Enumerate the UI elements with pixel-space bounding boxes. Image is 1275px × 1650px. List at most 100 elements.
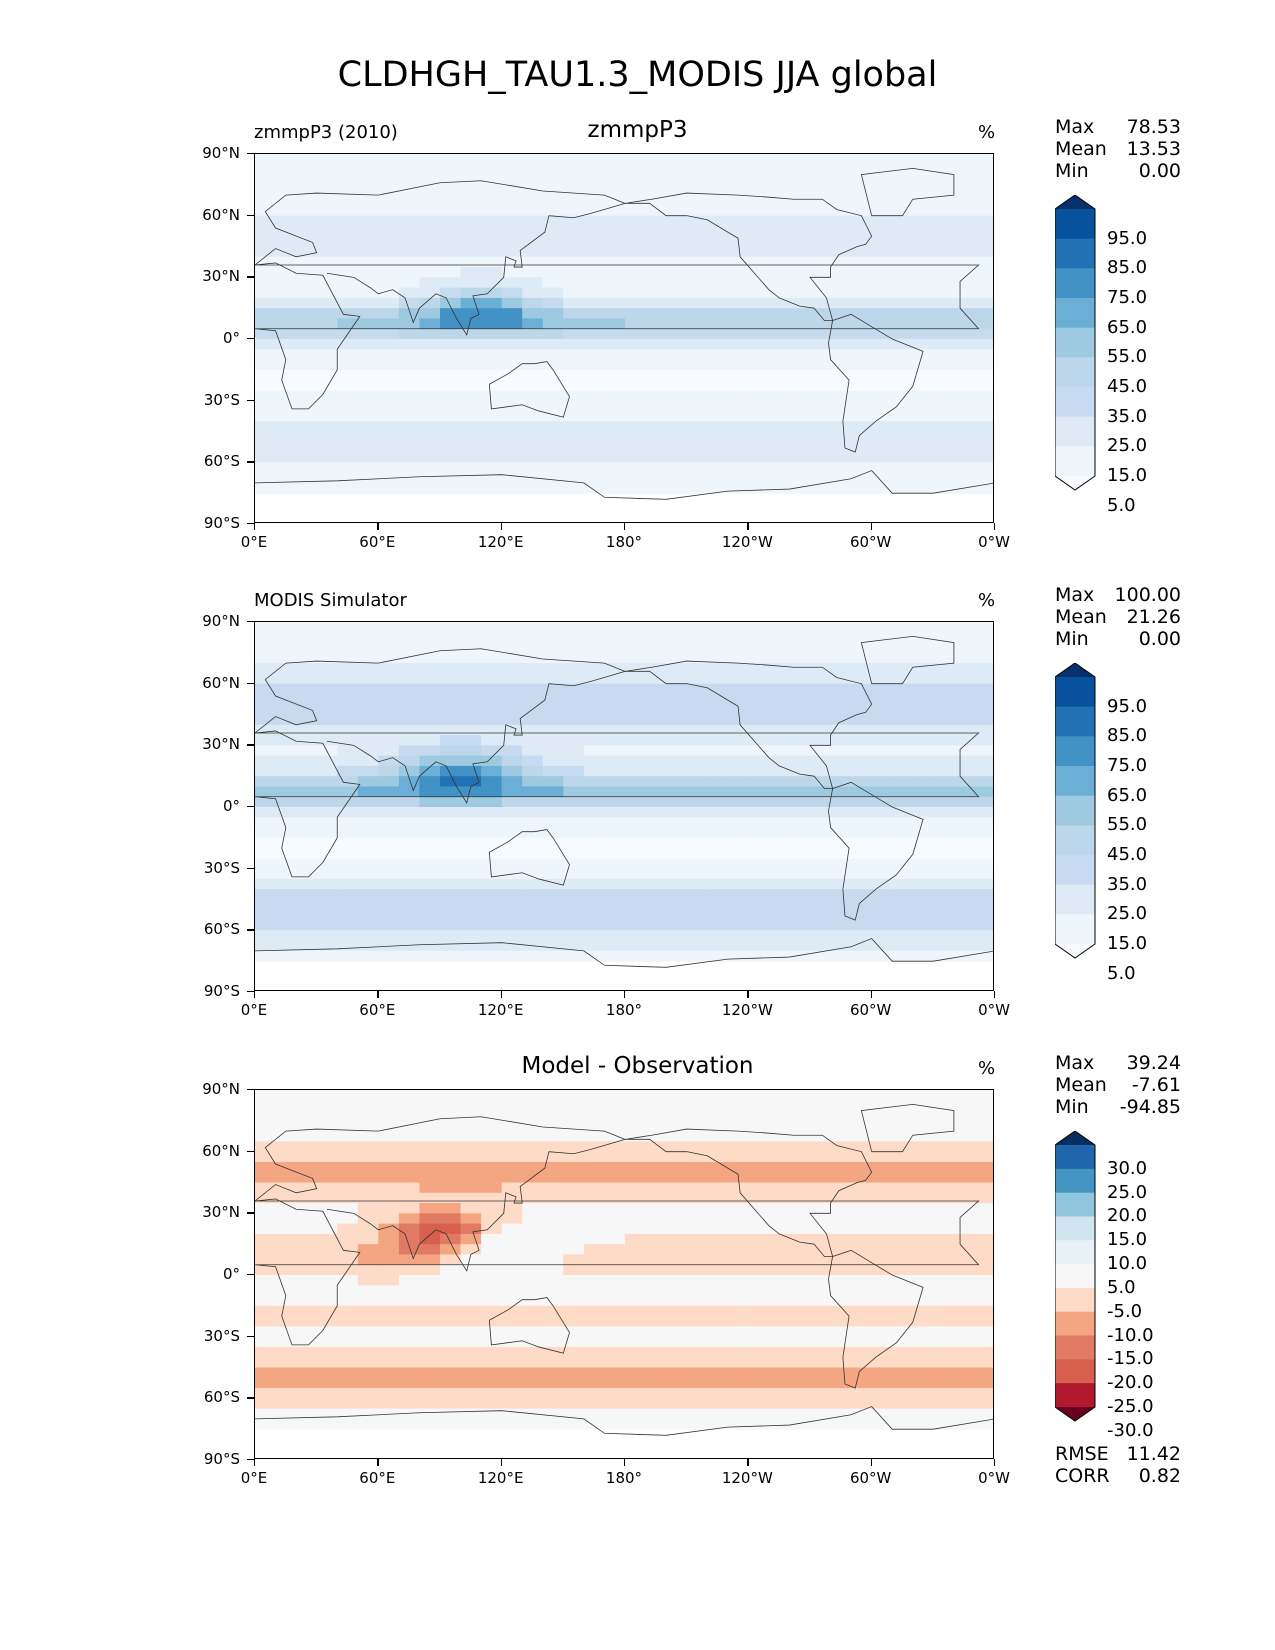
field-cell [460, 277, 482, 289]
field-cell [974, 441, 993, 453]
field-cell [830, 878, 852, 890]
field-cell [275, 1141, 297, 1153]
field-cell [727, 1213, 749, 1225]
field-cell [810, 724, 832, 736]
field-cell [398, 848, 421, 859]
field-cell [316, 1110, 338, 1122]
field-cell [316, 1120, 338, 1132]
field-cell [912, 724, 934, 736]
stat-row: Mean -7.61 [1055, 1074, 1181, 1096]
field-cell [337, 1316, 359, 1327]
field-cell [768, 724, 791, 736]
field-cell [871, 400, 893, 412]
field-cell [851, 663, 873, 674]
y-tick-mark [247, 744, 254, 746]
field-cell [378, 1377, 400, 1389]
field-cell [748, 1264, 770, 1276]
field-cell [727, 1110, 749, 1122]
field-cell [851, 735, 873, 746]
field-cell [563, 632, 585, 644]
field-cell [666, 848, 688, 859]
field-cell [666, 380, 688, 391]
field-cell [707, 673, 729, 685]
field-cell [542, 1172, 564, 1184]
field-cell [563, 807, 585, 818]
field-cell [563, 1316, 585, 1327]
field-cell [810, 1254, 832, 1266]
field-cell [316, 400, 338, 412]
field-cell [768, 1377, 791, 1389]
field-cell [378, 704, 400, 716]
field-cell [625, 1120, 647, 1132]
field-cell [933, 1418, 955, 1430]
field-cell [974, 1141, 993, 1153]
field-cell [296, 184, 318, 196]
field-cell [501, 673, 523, 685]
field-cell [830, 369, 852, 381]
field-cell [460, 765, 482, 777]
field-cell [604, 225, 626, 237]
field-cell [892, 205, 914, 217]
field-cell [789, 267, 811, 278]
field-cell [275, 267, 297, 278]
coastline [860, 635, 955, 685]
field-cell [542, 1141, 564, 1153]
field-cell [481, 704, 503, 716]
field-cell [789, 369, 811, 381]
field-cell [974, 1090, 993, 1101]
field-cell [748, 1182, 770, 1194]
field-cell [768, 827, 791, 839]
field-cell [563, 184, 585, 196]
field-cell [481, 1408, 503, 1420]
field-cell [933, 174, 955, 186]
colorbar-outline [1055, 195, 1096, 491]
field-cell [645, 287, 667, 299]
field-cell [974, 673, 993, 685]
field-cell [953, 622, 976, 633]
field-cell [871, 328, 893, 340]
field-cell [830, 1367, 852, 1379]
colorbar-segment [1055, 706, 1095, 737]
field-cell [316, 950, 338, 962]
field-cell [830, 1090, 852, 1101]
field-cell [583, 1192, 606, 1204]
field-cell [727, 1233, 749, 1245]
field-cell [974, 482, 993, 494]
field-cell [666, 1295, 688, 1307]
field-cell [953, 1100, 976, 1112]
x-tick-label: 60°E [359, 1469, 396, 1487]
field-cell [912, 328, 934, 340]
field-cell [810, 735, 832, 746]
field-cell [275, 837, 297, 849]
field-cell [727, 215, 749, 227]
field-cell [583, 817, 606, 829]
field-cell [933, 848, 955, 859]
stat-value: -7.61 [1131, 1074, 1181, 1096]
field-cell [707, 663, 729, 674]
field-cell [666, 1203, 688, 1214]
stat-label: Mean [1055, 138, 1107, 160]
field-cell [625, 1305, 647, 1317]
field-cell [378, 246, 400, 258]
field-cell [645, 683, 667, 695]
y-tick-label: 90°N [202, 1080, 240, 1098]
field-cell [522, 889, 544, 901]
field-cell [645, 205, 667, 217]
field-cell [892, 776, 914, 788]
field-cell [953, 920, 976, 931]
field-cell [583, 472, 606, 484]
y-tick-mark [247, 682, 254, 685]
field-cell [563, 735, 585, 746]
field-cell [625, 1141, 647, 1153]
field-cell [912, 1326, 934, 1338]
field-cell [933, 431, 955, 443]
field-cell [316, 848, 338, 859]
field-cell [357, 940, 379, 952]
field-cell [707, 225, 729, 237]
field-cell [583, 950, 606, 962]
field-cell [974, 164, 993, 176]
field-cell [563, 1357, 585, 1369]
field-cell [337, 868, 359, 880]
field-cell [255, 786, 277, 798]
field-cell [563, 920, 585, 931]
